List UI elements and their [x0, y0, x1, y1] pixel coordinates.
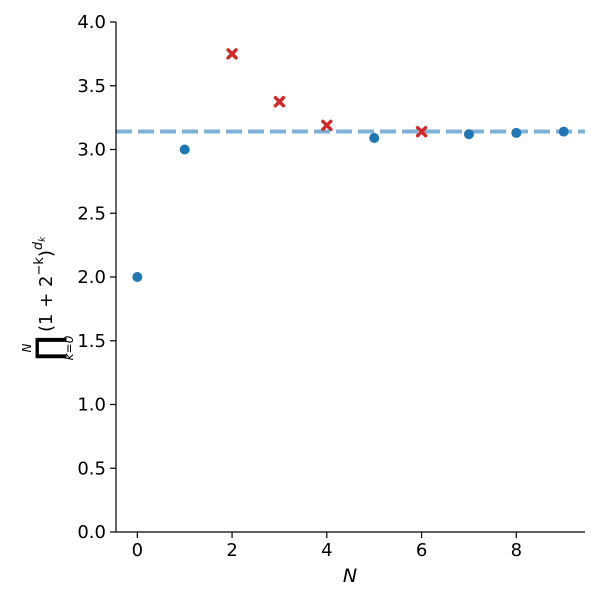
ylabel-exponent-outer-sub: k — [38, 236, 48, 242]
ylabel-lower-limit: k=0 — [62, 335, 76, 360]
x-tick-label: 8 — [511, 540, 522, 561]
data-point-circle — [463, 129, 474, 140]
x-tick-label: 4 — [321, 540, 332, 561]
data-point-circle — [558, 126, 569, 137]
data-point-x-stroke — [273, 95, 286, 108]
points-layer — [132, 48, 569, 282]
data-point-x — [273, 95, 286, 108]
y-tick-label: 4.0 — [77, 12, 106, 33]
data-point-circle — [179, 144, 190, 155]
svg-text:∏: ∏ — [29, 335, 69, 361]
ylabel-close: ) — [36, 250, 57, 257]
y-tick-label: 2.0 — [77, 267, 106, 288]
y-tick-label: 1.5 — [77, 331, 106, 352]
svg-text:(1 + 2−k)dk: (1 + 2−k)dk — [31, 236, 57, 332]
y-tick-label: 0.0 — [77, 522, 106, 543]
data-point-x — [226, 48, 238, 60]
y-axis-label: ∏ N k=0 (1 + 2−k)dk — [20, 236, 76, 361]
y-tick-label: 2.5 — [77, 203, 106, 224]
x-axis-label: N — [343, 565, 357, 587]
data-point-circle — [369, 133, 380, 144]
data-point-x-stroke — [321, 119, 333, 131]
ylabel-base: (1 + 2 — [36, 276, 57, 332]
ticks-layer: 0 2 4 6 8 0.0 0.5 1.0 1.5 2.0 2.5 3.0 3.5 4.0 — [77, 12, 522, 561]
data-point-x — [321, 119, 333, 131]
svg-text:k=0: k=0 — [62, 335, 76, 360]
ylabel-product-symbol: ∏ — [29, 335, 69, 361]
x-tick-label: 2 — [226, 540, 237, 561]
y-tick-label: 0.5 — [77, 458, 106, 479]
x-tick-label: 6 — [416, 540, 427, 561]
data-point-x-stroke — [415, 125, 428, 138]
y-tick-label: 1.0 — [77, 395, 106, 416]
ylabel-exponent-inner: −k — [32, 257, 47, 276]
ylabel-exponent-outer: d — [31, 241, 46, 250]
data-point-x — [415, 125, 428, 138]
data-point-x-stroke — [226, 48, 238, 60]
axes-layer — [115, 22, 585, 533]
y-tick-label: 3.0 — [77, 140, 106, 161]
data-point-circle — [132, 272, 143, 282]
data-point-circle — [511, 127, 522, 138]
ylabel-upper-limit: N — [20, 343, 34, 352]
svg-text:N: N — [20, 343, 34, 352]
y-tick-label: 3.5 — [77, 76, 106, 97]
x-tick-label: 0 — [132, 540, 143, 561]
